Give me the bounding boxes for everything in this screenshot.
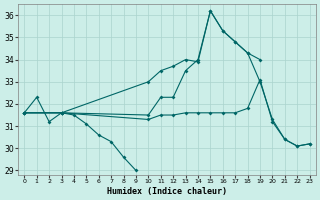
X-axis label: Humidex (Indice chaleur): Humidex (Indice chaleur) xyxy=(107,187,227,196)
